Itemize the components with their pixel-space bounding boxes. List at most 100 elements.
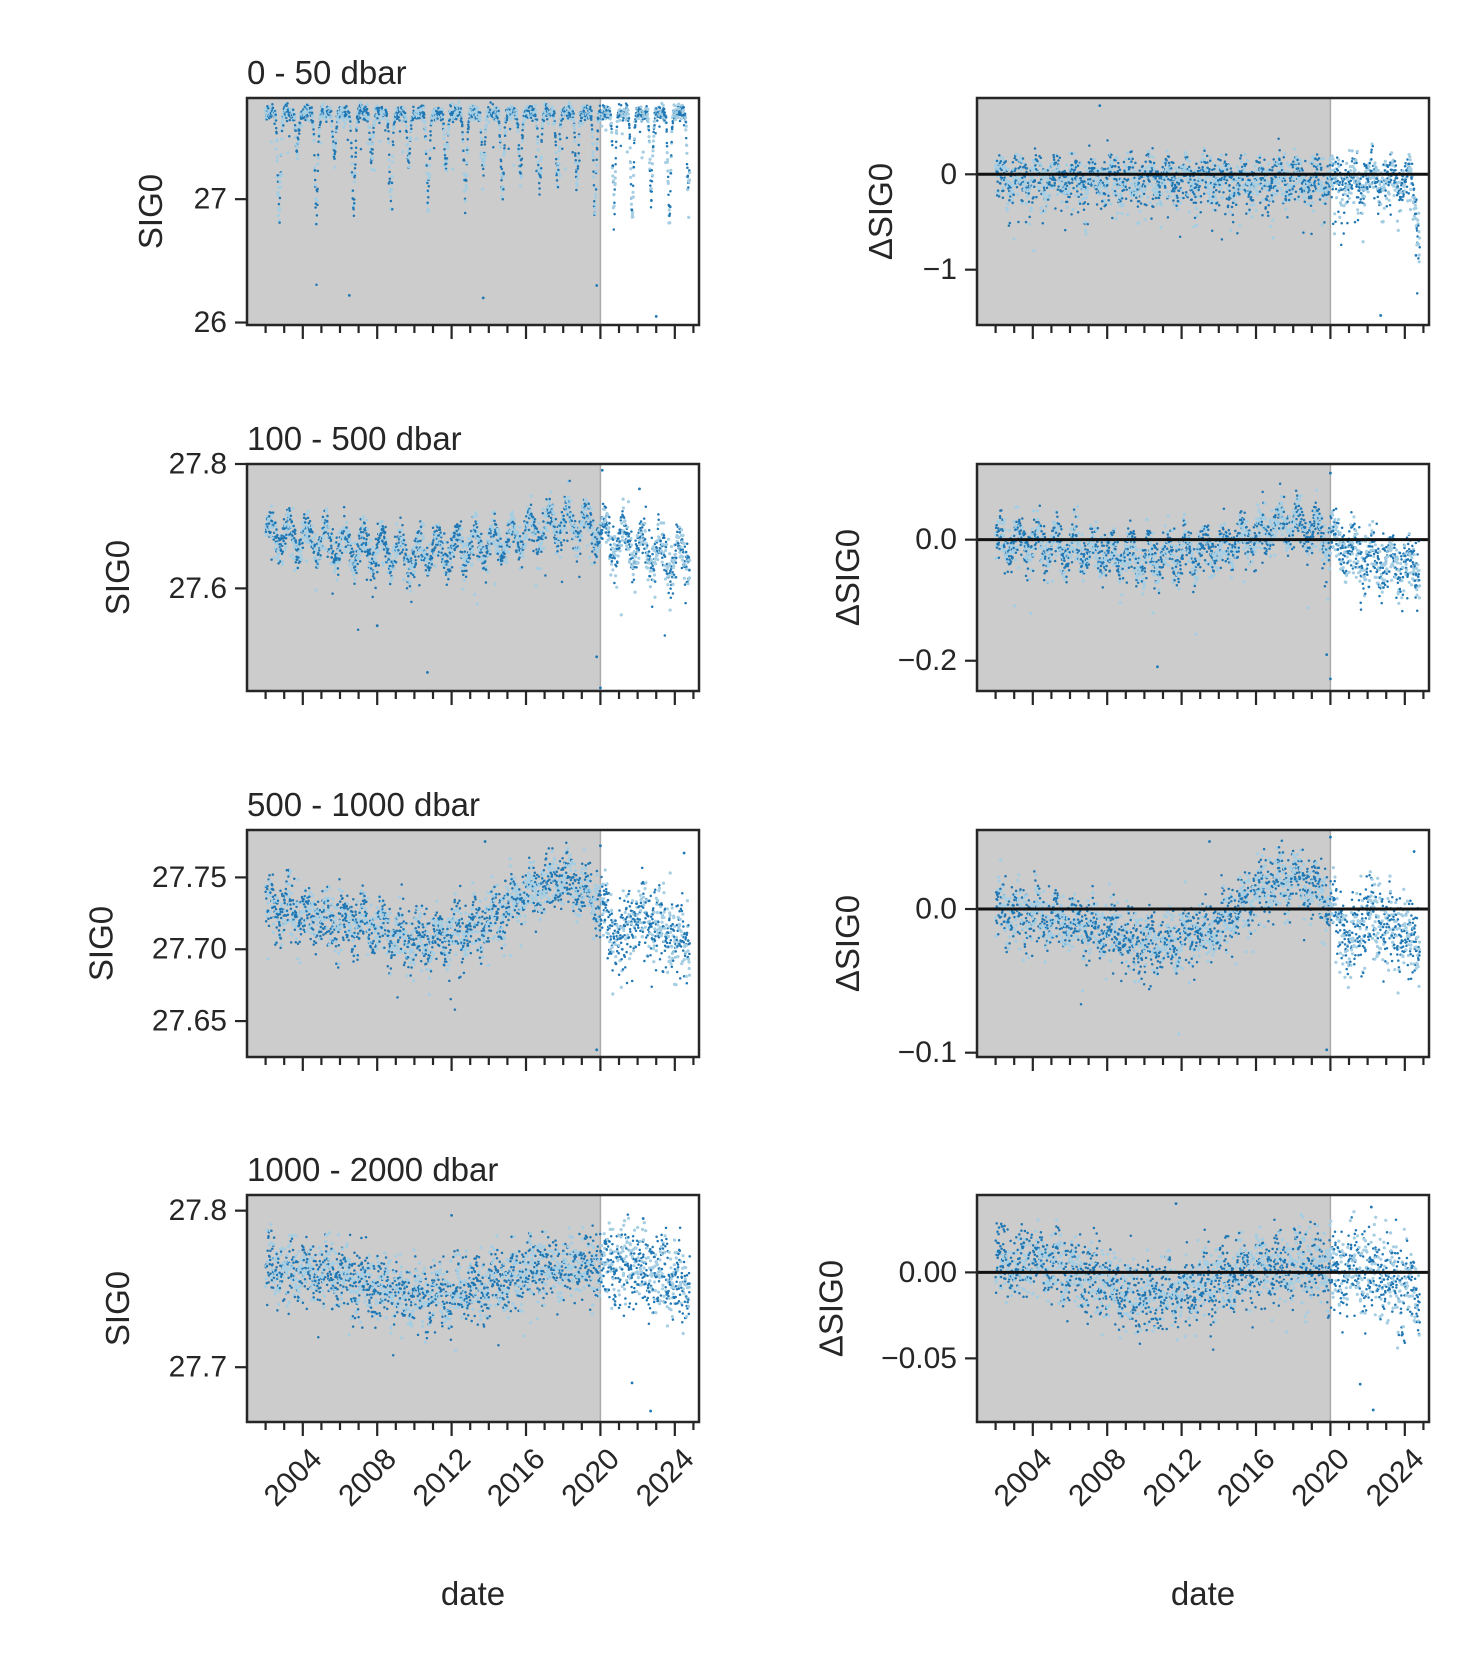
data-point (391, 182, 394, 185)
data-point (1257, 177, 1260, 180)
data-point (1271, 196, 1274, 199)
baseline-period-shade (247, 98, 600, 325)
data-point (1020, 160, 1023, 163)
data-point (1024, 176, 1027, 179)
data-point (1310, 233, 1313, 236)
data-point (388, 171, 391, 174)
data-point (1320, 181, 1323, 184)
data-point (1415, 227, 1418, 230)
data-point (1181, 180, 1184, 183)
data-point (426, 182, 429, 185)
data-point (331, 132, 334, 135)
data-point (1230, 171, 1233, 174)
data-point (441, 118, 444, 121)
data-point (1294, 198, 1297, 201)
data-point (1145, 204, 1148, 207)
data-point (476, 107, 479, 110)
data-point (671, 128, 674, 131)
data-point (1153, 162, 1156, 165)
data-point (615, 129, 618, 132)
data-point (1418, 246, 1421, 249)
data-point (1224, 160, 1227, 163)
data-point (666, 145, 669, 148)
data-point (1086, 192, 1089, 195)
data-point (1344, 169, 1347, 172)
data-point (677, 103, 680, 106)
data-point (1170, 167, 1173, 170)
data-point (424, 126, 427, 129)
data-point (1304, 160, 1307, 163)
data-point (1361, 212, 1364, 215)
data-point (1175, 205, 1178, 208)
data-point (1337, 158, 1340, 161)
data-point (465, 161, 468, 164)
data-point (467, 131, 470, 134)
data-point (1078, 200, 1081, 203)
data-point (591, 124, 594, 127)
data-point (666, 151, 669, 154)
data-point (672, 122, 675, 125)
data-point (1160, 192, 1163, 195)
data-point (443, 151, 446, 154)
data-point (1245, 212, 1248, 215)
data-point (1169, 195, 1172, 198)
data-point (1103, 199, 1106, 202)
data-point (1035, 154, 1038, 157)
data-point (1292, 164, 1295, 167)
data-point (487, 121, 490, 124)
data-point (682, 109, 685, 112)
data-point (336, 125, 339, 128)
data-point (1406, 185, 1409, 188)
data-point (1016, 186, 1019, 189)
data-point (350, 147, 353, 150)
data-point (275, 528, 278, 531)
data-point (1056, 155, 1059, 158)
data-point (546, 104, 549, 107)
data-point (647, 117, 650, 120)
data-point (1065, 163, 1068, 166)
data-point (997, 189, 1000, 192)
data-point (1053, 158, 1056, 161)
data-point (1159, 226, 1162, 229)
data-point (367, 117, 370, 120)
data-point (1079, 203, 1082, 206)
data-point (651, 162, 654, 165)
data-point (1195, 162, 1198, 165)
data-point (608, 107, 611, 110)
data-point (620, 145, 623, 148)
data-point (1289, 180, 1292, 183)
data-point (1302, 176, 1305, 179)
data-point (271, 103, 274, 106)
data-point (1320, 167, 1323, 170)
data-point (378, 122, 381, 125)
data-point (1130, 160, 1133, 163)
data-point (1276, 190, 1279, 193)
data-point (1327, 191, 1330, 194)
data-point (1219, 187, 1222, 190)
data-point (1069, 182, 1072, 185)
data-point (1158, 191, 1161, 194)
data-point (594, 212, 597, 215)
data-point (398, 119, 401, 122)
data-point (1336, 156, 1339, 159)
data-point (354, 172, 357, 175)
data-point (1415, 212, 1418, 215)
data-point (1414, 207, 1417, 210)
data-point (1190, 170, 1193, 173)
data-point (1342, 204, 1345, 207)
data-point (1387, 184, 1390, 187)
data-point (1160, 204, 1163, 207)
data-point (445, 169, 448, 172)
data-point (1056, 193, 1059, 196)
data-point (610, 131, 613, 134)
data-point (591, 135, 594, 138)
data-point (484, 154, 487, 157)
data-point (592, 170, 595, 173)
data-point (1058, 171, 1061, 174)
data-point (613, 204, 616, 207)
outlier-point (595, 284, 598, 287)
data-point (443, 128, 446, 131)
data-point (354, 167, 357, 170)
data-point (566, 137, 569, 140)
